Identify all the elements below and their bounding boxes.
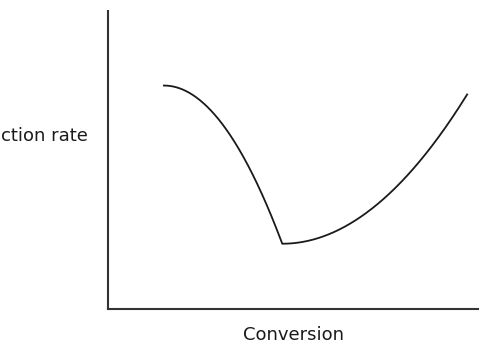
Text: Reaction rate: Reaction rate bbox=[0, 127, 88, 145]
X-axis label: Conversion: Conversion bbox=[243, 326, 344, 344]
